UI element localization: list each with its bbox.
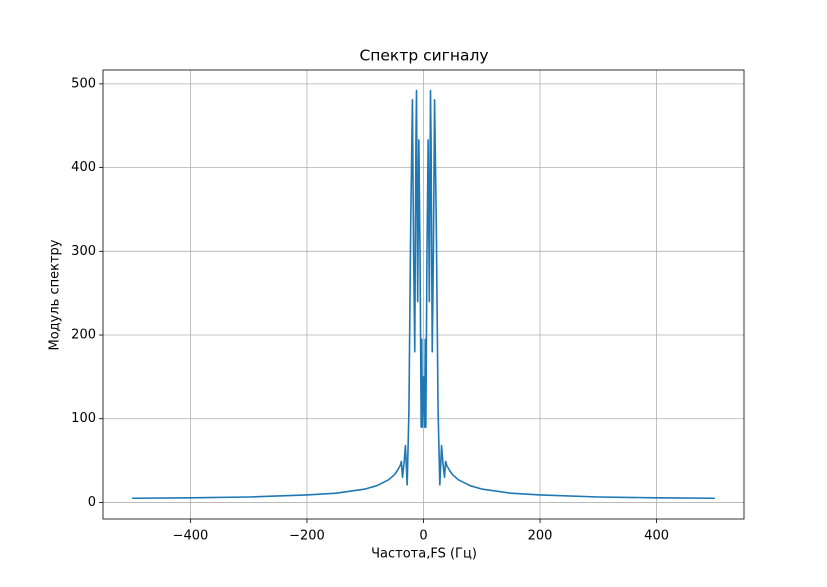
x-tick-label: −200 xyxy=(289,529,325,544)
plot-frame xyxy=(102,69,745,520)
x-tick-label: 200 xyxy=(528,529,553,544)
chart-title: Спектр сигналу xyxy=(359,47,488,65)
y-tick-label: 300 xyxy=(71,244,96,259)
y-tick-label: 400 xyxy=(71,160,96,175)
spectrum-line xyxy=(132,89,715,500)
y-tick-label: 500 xyxy=(71,76,96,91)
y-tick-label: 200 xyxy=(71,328,96,343)
y-tick-label: 100 xyxy=(71,411,96,426)
y-tick-label: 0 xyxy=(88,495,96,510)
x-axis-label: Частота,FS (Гц) xyxy=(371,547,477,562)
x-tick-label: −400 xyxy=(173,529,209,544)
y-axis-label: Модуль спектру xyxy=(48,239,63,350)
x-tick-label: 0 xyxy=(419,529,427,544)
x-tick-label: 400 xyxy=(644,529,669,544)
